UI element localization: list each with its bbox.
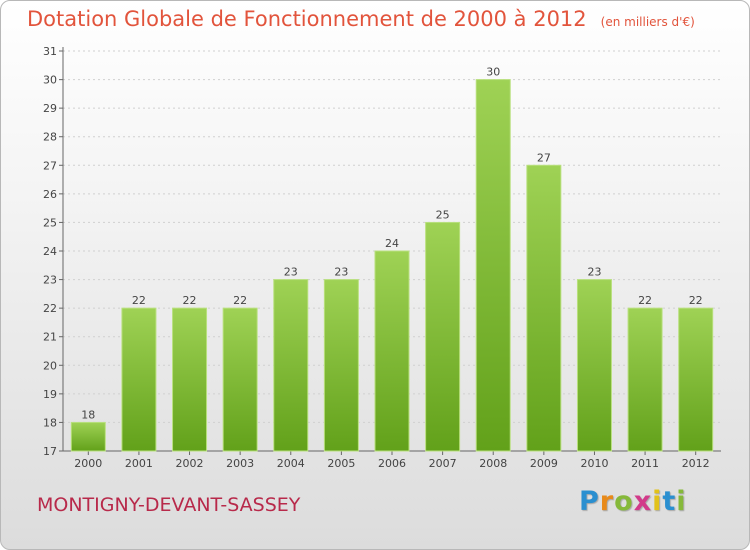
data-label: 22 bbox=[233, 294, 247, 307]
y-tick-label: 29 bbox=[43, 102, 57, 115]
bar bbox=[526, 164, 562, 452]
bar bbox=[323, 279, 359, 452]
x-tick-label: 2012 bbox=[682, 457, 710, 470]
y-tick-label: 21 bbox=[43, 331, 57, 344]
logo-letter: i bbox=[676, 486, 687, 517]
data-label: 22 bbox=[183, 294, 197, 307]
logo-letter: P bbox=[579, 486, 600, 517]
data-label: 23 bbox=[587, 266, 601, 279]
y-tick-label: 22 bbox=[43, 302, 57, 315]
x-tick-label: 2005 bbox=[327, 457, 355, 470]
x-tick-label: 2001 bbox=[125, 457, 153, 470]
x-tick-label: 2010 bbox=[580, 457, 608, 470]
chart-title: Dotation Globale de Fonctionnement de 20… bbox=[27, 7, 695, 31]
y-tick-labels: 17 18 19 20 21 22 23 24 25 26 27 28 29 30 31 bbox=[43, 45, 57, 458]
chart-subtitle: (en milliers d'€) bbox=[600, 15, 695, 29]
logo-letter: r bbox=[599, 486, 615, 517]
x-tick-label: 2003 bbox=[226, 457, 254, 470]
x-tick-label: 2002 bbox=[176, 457, 204, 470]
bar bbox=[475, 79, 511, 452]
data-labels: 18 22 22 22 23 23 24 25 30 27 23 22 22 bbox=[81, 66, 702, 422]
bar bbox=[374, 250, 410, 452]
x-tick-labels: 2000 2001 2002 2003 2004 2005 2006 2007 2008 2009… bbox=[74, 457, 709, 470]
y-tick-label: 20 bbox=[43, 359, 57, 372]
bar bbox=[627, 307, 663, 452]
x-tick-label: 2000 bbox=[74, 457, 102, 470]
data-label: 22 bbox=[638, 294, 652, 307]
y-tick-label: 19 bbox=[43, 388, 57, 401]
logo-letter: t bbox=[662, 486, 677, 517]
data-label: 22 bbox=[132, 294, 146, 307]
y-tick-label: 27 bbox=[43, 159, 57, 172]
x-tick-label: 2007 bbox=[429, 457, 457, 470]
y-tick-label: 17 bbox=[43, 445, 57, 458]
bar bbox=[70, 421, 106, 452]
y-tick-label: 25 bbox=[43, 216, 57, 229]
data-label: 22 bbox=[689, 294, 703, 307]
bar bbox=[678, 307, 714, 452]
bar bbox=[425, 221, 461, 452]
logo-letter: x bbox=[633, 486, 653, 517]
bar bbox=[172, 307, 208, 452]
data-label: 27 bbox=[537, 151, 551, 164]
y-tick-label: 28 bbox=[43, 131, 57, 144]
data-label: 18 bbox=[81, 408, 95, 421]
bar bbox=[576, 279, 612, 452]
y-tick-label: 26 bbox=[43, 188, 57, 201]
y-tick-label: 30 bbox=[43, 74, 57, 87]
x-tick-label: 2011 bbox=[631, 457, 659, 470]
logo-letter: o bbox=[614, 486, 634, 517]
y-tick-label: 24 bbox=[43, 245, 57, 258]
y-tick-label: 31 bbox=[43, 45, 57, 58]
title-text: Dotation Globale de Fonctionnement de 20… bbox=[27, 7, 587, 31]
data-label: 30 bbox=[486, 66, 500, 79]
commune-name: MONTIGNY-DEVANT-SASSEY bbox=[37, 494, 301, 516]
bar bbox=[121, 307, 157, 452]
data-label: 23 bbox=[284, 266, 298, 279]
x-tick-label: 2009 bbox=[530, 457, 558, 470]
bar bbox=[222, 307, 258, 452]
bars bbox=[70, 79, 714, 452]
x-tick-label: 2004 bbox=[277, 457, 305, 470]
y-tick-label: 23 bbox=[43, 274, 57, 287]
data-label: 24 bbox=[385, 237, 399, 250]
data-label: 23 bbox=[334, 266, 348, 279]
x-tick-label: 2008 bbox=[479, 457, 507, 470]
proxiti-logo: Proxiti bbox=[579, 486, 687, 517]
data-label: 25 bbox=[436, 208, 450, 221]
y-tick-label: 18 bbox=[43, 416, 57, 429]
logo-letter: i bbox=[652, 486, 663, 517]
x-tick-label: 2006 bbox=[378, 457, 406, 470]
bar bbox=[273, 279, 309, 452]
